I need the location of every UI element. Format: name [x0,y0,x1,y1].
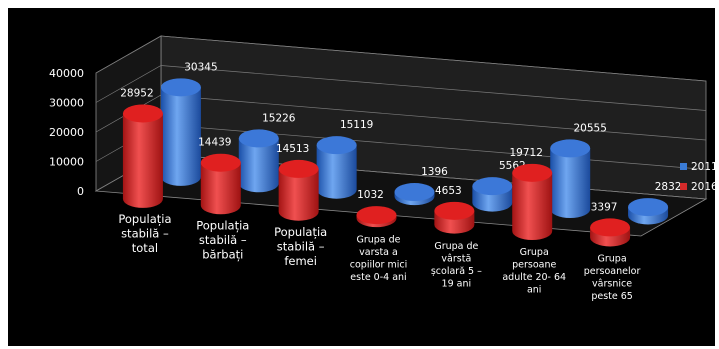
bar-2011 [160,78,201,186]
x-tick-label: Grupa de varsta a copiilor mici este 0-4 an… [350,234,407,283]
x-axis-labels: Populația stabilă – total Populația stabilă … [118,212,640,302]
bar-chart-3d: 0 10000 20000 30000 40000 30345 15226 15119 139… [49,35,715,302]
y-tick-label: 0 [77,185,84,198]
bar-2016 [122,104,163,208]
x-tick-label: Grupa persoanelor vârsnice peste 65 [584,254,641,302]
bar-2016 [512,163,553,241]
data-label: 15119 [340,119,373,131]
data-label: 15226 [262,112,296,124]
data-label: 1032 [357,189,384,201]
data-label: 14513 [276,143,309,155]
data-label: 28952 [120,87,153,99]
bar-2011 [316,136,357,199]
data-label: 14439 [198,137,231,149]
data-label: 1396 [421,166,448,178]
bar-2011 [394,183,435,206]
legend-swatch [680,163,687,170]
data-label: 4653 [435,185,462,197]
gridline [95,35,707,82]
y-axis: 0 10000 20000 30000 40000 [49,67,84,198]
data-label: 19712 [510,147,543,159]
bar-2011 [628,198,669,225]
x-tick-label: Populația stabilă – total [118,212,171,255]
x-tick-label: Populația stabilă – bărbați [196,218,249,261]
bar-2016 [434,201,475,234]
legend-swatch [680,183,687,190]
y-tick-label: 10000 [49,156,84,169]
data-label: 20555 [574,122,607,134]
x-tick-label: Grupa persoane adulte 20- 64 ani [502,247,566,296]
bar-2011 [472,177,513,212]
y-tick-label: 20000 [49,126,84,139]
y-tick-label: 30000 [49,97,84,110]
gridline [95,65,707,111]
bar-2011 [238,129,279,193]
legend-label: 2016 [691,181,715,193]
data-label: 3397 [591,201,618,213]
chart-background: 0 10000 20000 30000 40000 30345 15226 15119 139… [8,8,715,346]
bar-2016 [278,159,319,221]
bar-2016 [200,153,241,215]
y-tick-label: 40000 [49,67,84,80]
legend-label: 2011 [691,161,715,173]
legend: 2011 2016 [680,161,715,193]
x-tick-label: Grupa de vârstă școlară 5 –19 ani [431,241,482,290]
data-label: 30345 [184,61,217,73]
x-tick-label: Populația stabilă – femei [274,225,327,268]
bar-2016 [590,218,631,247]
bar-2011 [550,139,591,219]
bar-2016 [356,206,397,228]
data-label: 2832 [655,181,682,193]
